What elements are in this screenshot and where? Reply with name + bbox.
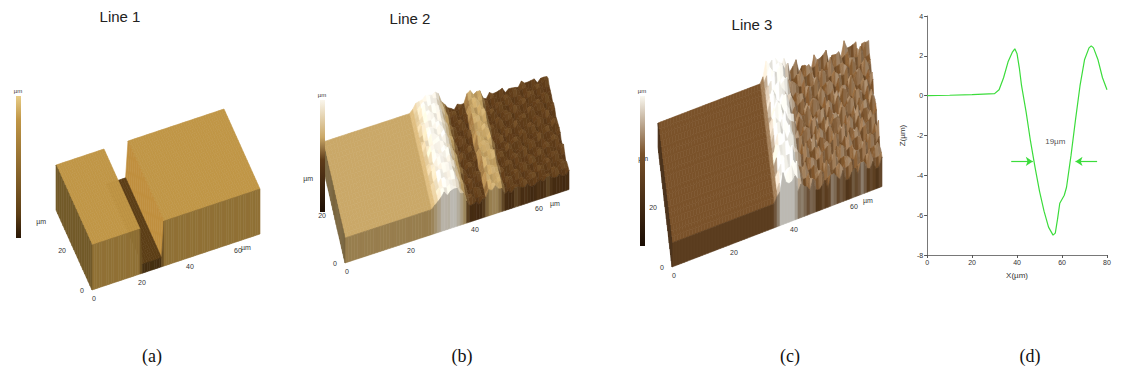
svg-text:20: 20 [730, 249, 738, 256]
svg-text:0: 0 [925, 259, 929, 266]
svg-text:µm: µm [318, 92, 326, 98]
svg-text:20: 20 [407, 247, 415, 254]
svg-text:Z(µm): Z(µm) [898, 124, 907, 146]
svg-text:µm: µm [303, 175, 313, 183]
svg-text:80: 80 [1103, 259, 1111, 266]
svg-text:-6: -6 [917, 212, 923, 219]
svg-text:X(µm): X(µm) [1006, 271, 1028, 280]
svg-text:60: 60 [850, 203, 858, 210]
svg-text:0: 0 [92, 295, 96, 302]
svg-text:-4: -4 [917, 172, 923, 179]
svg-text:40: 40 [186, 263, 194, 270]
svg-text:0: 0 [919, 92, 923, 99]
svg-text:20: 20 [138, 279, 146, 286]
svg-text:(b): (b) [452, 346, 473, 367]
svg-text:0: 0 [333, 260, 337, 267]
svg-text:4: 4 [919, 13, 923, 20]
svg-text:µm: µm [550, 200, 560, 208]
svg-text:60: 60 [234, 247, 242, 254]
svg-text:µm: µm [241, 244, 251, 252]
svg-text:(d): (d) [1020, 346, 1041, 367]
svg-text:40: 40 [790, 226, 798, 233]
svg-text:Line 2: Line 2 [390, 10, 431, 27]
svg-text:-8: -8 [917, 252, 923, 259]
svg-text:20: 20 [649, 204, 657, 211]
svg-text:µm: µm [863, 197, 873, 205]
svg-text:0: 0 [672, 272, 676, 279]
svg-text:20: 20 [58, 247, 66, 254]
svg-text:20: 20 [968, 259, 976, 266]
svg-text:0: 0 [345, 268, 349, 275]
svg-text:40: 40 [471, 226, 479, 233]
svg-text:2: 2 [919, 52, 923, 59]
svg-text:µm: µm [638, 155, 648, 162]
svg-text:20: 20 [318, 212, 326, 219]
svg-text:(a): (a) [142, 346, 162, 367]
svg-text:19µm: 19µm [1045, 137, 1066, 146]
svg-text:60: 60 [535, 205, 543, 212]
svg-text:Line 1: Line 1 [100, 8, 141, 25]
svg-text:60: 60 [1058, 259, 1066, 266]
svg-text:40: 40 [1013, 259, 1021, 266]
svg-text:-2: -2 [917, 132, 923, 139]
svg-text:µm: µm [14, 88, 22, 94]
svg-text:µm: µm [638, 88, 646, 94]
svg-text:µm: µm [36, 218, 46, 226]
svg-text:(c): (c) [780, 346, 800, 367]
svg-text:0: 0 [80, 287, 84, 294]
svg-text:Line 3: Line 3 [732, 16, 773, 33]
svg-text:0: 0 [660, 264, 664, 271]
